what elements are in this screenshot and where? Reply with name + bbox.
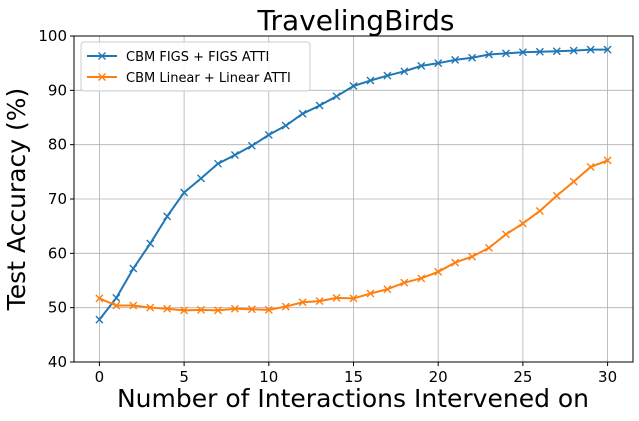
data-point (332, 293, 341, 302)
data-point (518, 48, 527, 57)
data-point (434, 59, 443, 68)
x-tick-label: 30 (598, 368, 617, 386)
data-point (146, 239, 155, 248)
data-point (417, 61, 426, 70)
data-point (180, 306, 189, 315)
data-point (213, 159, 222, 168)
data-point (603, 156, 612, 165)
data-point (552, 191, 561, 200)
x-tick-label: 15 (344, 368, 363, 386)
y-tick-label: 70 (48, 190, 67, 208)
data-point (535, 47, 544, 56)
data-point (569, 177, 578, 186)
data-point (603, 45, 612, 54)
chart-title: TravelingBirds (257, 4, 455, 37)
ticks: 0 5 10 15 20 25 30 40 50 60 70 80 90 100 (38, 27, 617, 386)
y-axis-label: Test Accuracy (%) (2, 88, 31, 312)
legend-label: CBM Linear + Linear ATTI (126, 71, 291, 86)
data-point (552, 47, 561, 56)
data-point (197, 174, 206, 183)
data-point (451, 55, 460, 64)
data-point (400, 67, 409, 76)
data-point (349, 81, 358, 90)
data-point (586, 45, 595, 54)
x-axis-label: Number of Interactions Intervened on (117, 384, 589, 413)
data-point (298, 109, 307, 118)
data-point (434, 267, 443, 276)
data-point (485, 243, 494, 252)
data-point (586, 162, 595, 171)
legend-box (80, 41, 311, 92)
data-point (332, 92, 341, 101)
y-tick-label: 100 (38, 27, 67, 45)
legend-marker (98, 52, 106, 60)
legend-item: CBM Linear + Linear ATTI (87, 71, 291, 86)
legend-marker (98, 73, 106, 81)
data-point (400, 278, 409, 287)
y-tick-label: 80 (48, 136, 67, 154)
data-point (129, 301, 138, 310)
data-point (264, 305, 273, 314)
data-point (213, 306, 222, 315)
x-tick-label: 10 (259, 368, 278, 386)
data-point (146, 303, 155, 312)
series-1 (95, 45, 612, 324)
data-point (383, 285, 392, 294)
data-point (569, 46, 578, 55)
legend: CBM FIGS + FIGS ATTI CBM Linear + Linear … (80, 41, 311, 92)
data-point (95, 294, 104, 303)
data-point (180, 188, 189, 197)
data-point (112, 301, 121, 310)
data-point (129, 264, 138, 273)
x-tick-label: 0 (95, 368, 105, 386)
data-point (485, 50, 494, 59)
data-point (230, 304, 239, 313)
y-tick-label: 50 (48, 299, 67, 317)
legend-item: CBM FIGS + FIGS ATTI (87, 50, 269, 65)
data-point (501, 230, 510, 239)
data-point (315, 297, 324, 306)
data-point (197, 305, 206, 314)
data-point (163, 212, 172, 221)
y-tick-label: 40 (48, 353, 67, 371)
data-point (349, 294, 358, 303)
data-point (298, 298, 307, 307)
data-point (501, 49, 510, 58)
data-point (468, 53, 477, 62)
data-point (163, 304, 172, 313)
data-point (417, 274, 426, 283)
data-point (451, 258, 460, 267)
x-tick-label: 20 (429, 368, 448, 386)
data-point (264, 130, 273, 139)
data-point (230, 150, 239, 159)
data-point (281, 121, 290, 130)
data-point (281, 302, 290, 311)
legend-label: CBM FIGS + FIGS ATTI (126, 50, 269, 65)
data-point (518, 219, 527, 228)
data-point (366, 76, 375, 85)
data-point (383, 71, 392, 80)
x-tick-label: 5 (179, 368, 189, 386)
data-point (247, 141, 256, 150)
data-point (535, 206, 544, 215)
series-2 (95, 156, 612, 315)
data-point (95, 315, 104, 324)
series-layer (95, 45, 612, 324)
y-tick-label: 90 (48, 81, 67, 99)
y-tick-label: 60 (48, 244, 67, 262)
data-point (315, 101, 324, 110)
x-tick-label: 25 (513, 368, 532, 386)
data-point (247, 305, 256, 314)
data-point (468, 252, 477, 261)
data-point (112, 293, 121, 302)
data-point (366, 289, 375, 298)
